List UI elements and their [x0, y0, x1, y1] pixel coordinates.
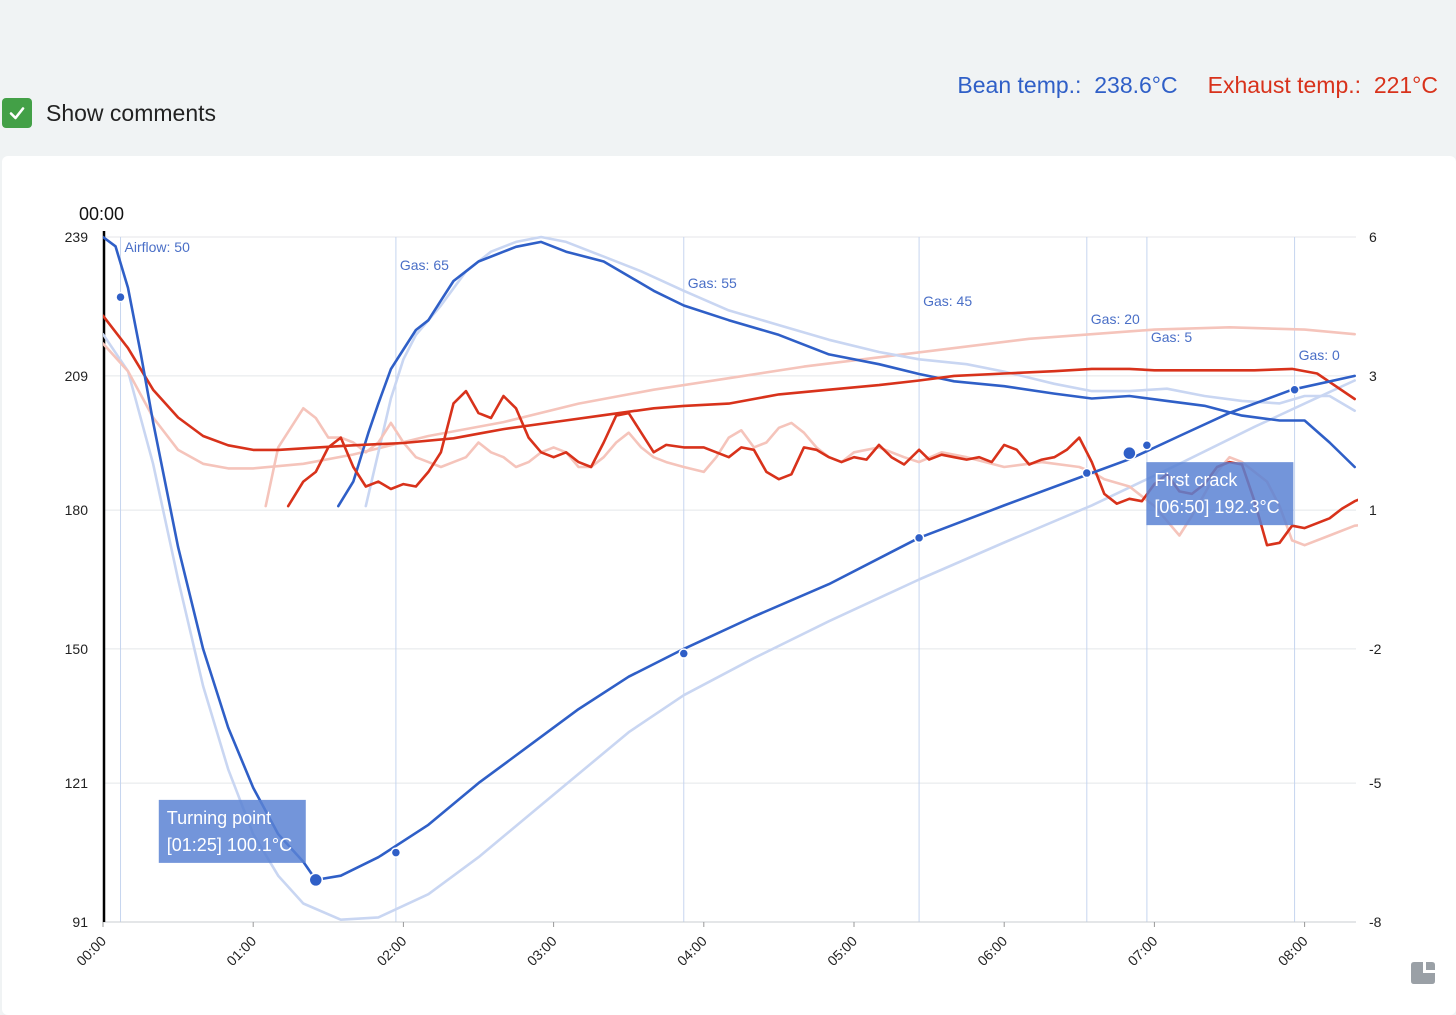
- left-axis-tick: 239: [65, 229, 89, 245]
- right-axis-tick: -5: [1369, 775, 1382, 791]
- right-axis-tick: -2: [1369, 641, 1382, 657]
- x-axis-tick: 08:00: [1275, 933, 1311, 969]
- time-cursor-label: 00:00: [79, 204, 124, 224]
- event-label: Gas: 5: [1151, 329, 1192, 345]
- left-axis-tick: 180: [65, 502, 89, 518]
- roast-chart[interactable]: 91 -8 121 -5 150 -2 180 1 209 3 239 6 00:00 01:00 02:0…: [2, 156, 1456, 1015]
- bean-temp-readout: Bean temp.: 238.6°C: [957, 72, 1177, 99]
- event-marker: [678, 648, 690, 659]
- event-label: Gas: 65: [400, 257, 449, 273]
- right-axis-tick: 1: [1369, 502, 1377, 518]
- series-line-bean: [103, 235, 1356, 882]
- show-comments-toggle[interactable]: Show comments: [2, 98, 216, 128]
- x-axis-tick: 07:00: [1124, 933, 1160, 969]
- event-marker: [1122, 445, 1137, 461]
- event-marker: [913, 532, 925, 544]
- right-axis-tick: 6: [1369, 229, 1377, 245]
- exhaust-temp-value: 221°C: [1373, 72, 1438, 98]
- callout-detail: [01:25] 100.1°C: [167, 835, 292, 855]
- bean-temp-value: 238.6°C: [1094, 72, 1178, 98]
- show-comments-checkbox[interactable]: [2, 98, 32, 128]
- event-marker: [1289, 384, 1300, 395]
- event-label: Gas: 45: [923, 293, 972, 309]
- app-logo-icon: [1411, 962, 1435, 984]
- callout-box: [158, 799, 306, 863]
- callout-title: First crack: [1154, 470, 1238, 490]
- left-axis-tick: 121: [65, 775, 89, 791]
- event-label: Gas: 20: [1091, 311, 1140, 327]
- right-axis-tick: -8: [1369, 914, 1382, 930]
- event-label: Airflow: 50: [125, 239, 191, 255]
- series-line-exhaust-ror: [286, 389, 1358, 547]
- event-label: Gas: 0: [1299, 347, 1340, 363]
- x-axis-tick: 04:00: [674, 933, 710, 969]
- series-line-bean-ref: [103, 332, 1356, 922]
- right-axis-tick: 3: [1369, 368, 1377, 384]
- series-line-gas-ror-ref: [364, 235, 1356, 508]
- exhaust-temp-readout: Exhaust temp.: 221°C: [1208, 72, 1438, 99]
- check-icon: [9, 107, 25, 120]
- x-axis-tick: 00:00: [73, 933, 109, 969]
- x-axis-tick: 06:00: [974, 933, 1010, 969]
- series-line-gas-ror: [336, 240, 1356, 508]
- x-axis-tick: 03:00: [524, 933, 560, 969]
- event-marker: [390, 847, 402, 858]
- left-axis-tick: 150: [65, 641, 89, 657]
- x-axis-tick: 05:00: [824, 933, 860, 969]
- x-axis-tick: 02:00: [373, 933, 409, 969]
- top-bar: Show comments Bean temp.: 238.6°C Exhaus…: [0, 0, 1456, 155]
- event-marker: [115, 291, 126, 303]
- temperature-readouts: Bean temp.: 238.6°C Exhaust temp.: 221°C: [957, 72, 1438, 99]
- callout-title: Turning point: [167, 808, 271, 828]
- x-axis-tick: 01:00: [223, 933, 259, 969]
- exhaust-temp-label: Exhaust temp.:: [1207, 72, 1362, 98]
- event-marker: [1081, 467, 1093, 479]
- series-line-exhaust: [103, 314, 1356, 452]
- series-line-exhaust-ref: [103, 326, 1356, 470]
- callout-box: [1146, 462, 1294, 526]
- event-label: Gas: 55: [688, 275, 737, 291]
- event-marker: [1141, 440, 1153, 451]
- callout-detail: [06:50] 192.3°C: [1154, 497, 1279, 517]
- show-comments-label: Show comments: [46, 99, 217, 126]
- left-axis-tick: 91: [72, 914, 88, 930]
- bean-temp-label: Bean temp.:: [957, 72, 1082, 98]
- left-axis-tick: 209: [65, 368, 89, 384]
- roast-chart-card: 91 -8 121 -5 150 -2 180 1 209 3 239 6 00:00 01:00 02:0…: [2, 156, 1456, 1015]
- event-marker: [308, 872, 324, 888]
